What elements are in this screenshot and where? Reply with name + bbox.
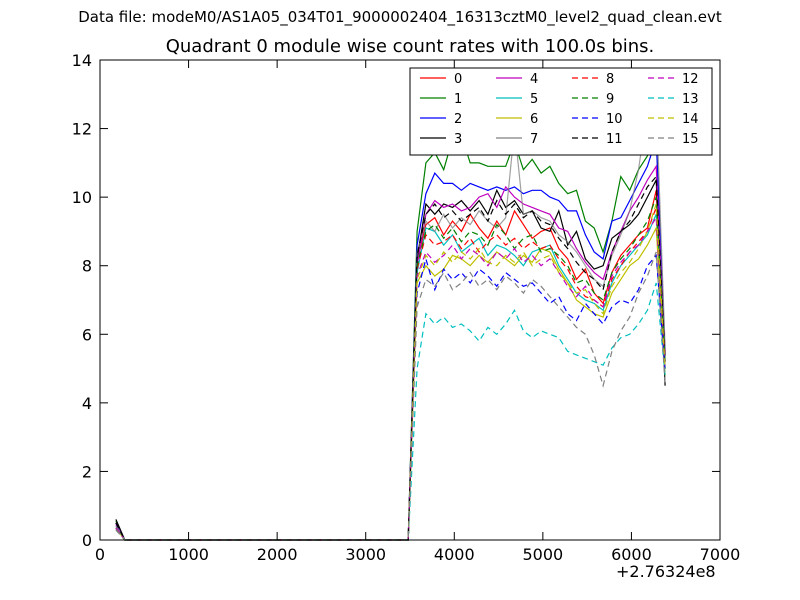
y-tick-label: 0	[82, 531, 92, 550]
series-line-12	[115, 215, 666, 541]
series-lines	[115, 99, 666, 541]
series-line-4	[115, 164, 666, 541]
legend-label-11: 11	[606, 132, 623, 147]
x-axis: 0 1000 2000 3000 4000 5000 6000 7000	[95, 60, 740, 564]
legend-label-5: 5	[530, 92, 538, 107]
legend-label-9: 9	[606, 92, 614, 107]
series-line-6	[115, 225, 666, 541]
x-tick-label: 0	[95, 545, 105, 564]
x-tick-label: 3000	[345, 545, 386, 564]
chart-title: Quadrant 0 module wise count rates with …	[165, 36, 655, 57]
series-line-1	[115, 131, 666, 541]
figure-suptitle: Data file: modeM0/AS1A05_034T01_90000024…	[78, 8, 722, 26]
x-tick-label: 2000	[257, 545, 298, 564]
y-tick-label: 6	[82, 325, 92, 344]
series-line-7	[115, 99, 666, 541]
legend-label-6: 6	[530, 112, 538, 127]
legend-label-2: 2	[454, 112, 462, 127]
x-offset-label: +2.76324e8	[616, 562, 716, 581]
legend-label-3: 3	[454, 132, 462, 147]
legend-frame	[409, 67, 713, 156]
series-line-11	[115, 175, 666, 541]
legend-label-1: 1	[454, 92, 462, 107]
y-tick-label: 14	[72, 51, 92, 70]
series-line-14	[115, 203, 666, 541]
legend-label-7: 7	[530, 132, 538, 147]
series-line-5	[115, 214, 666, 541]
x-tick-label: 6000	[611, 545, 652, 564]
legend-label-13: 13	[682, 92, 699, 107]
series-line-9	[115, 196, 666, 541]
legend-label-10: 10	[606, 112, 623, 127]
y-tick-label: 4	[82, 394, 92, 413]
x-tick-label: 4000	[434, 545, 475, 564]
plot-frame	[99, 59, 721, 541]
legend-label-14: 14	[682, 112, 699, 127]
legend-label-12: 12	[682, 72, 699, 87]
y-tick-label: 10	[72, 188, 92, 207]
series-line-0	[115, 190, 666, 541]
series-line-2	[115, 138, 666, 541]
x-tick-label: 1000	[168, 545, 209, 564]
legend-label-15: 15	[682, 132, 699, 147]
legend-label-8: 8	[606, 72, 614, 87]
series-line-3	[115, 177, 666, 541]
y-tick-label: 12	[72, 120, 92, 139]
x-tick-label: 5000	[522, 545, 563, 564]
x-tick-label: 7000	[700, 545, 741, 564]
legend-label-4: 4	[530, 72, 538, 87]
y-tick-label: 2	[82, 462, 92, 481]
series-line-13	[115, 282, 666, 541]
series-line-15	[115, 251, 666, 541]
legend-label-0: 0	[454, 72, 462, 87]
y-tick-label: 8	[82, 257, 92, 276]
